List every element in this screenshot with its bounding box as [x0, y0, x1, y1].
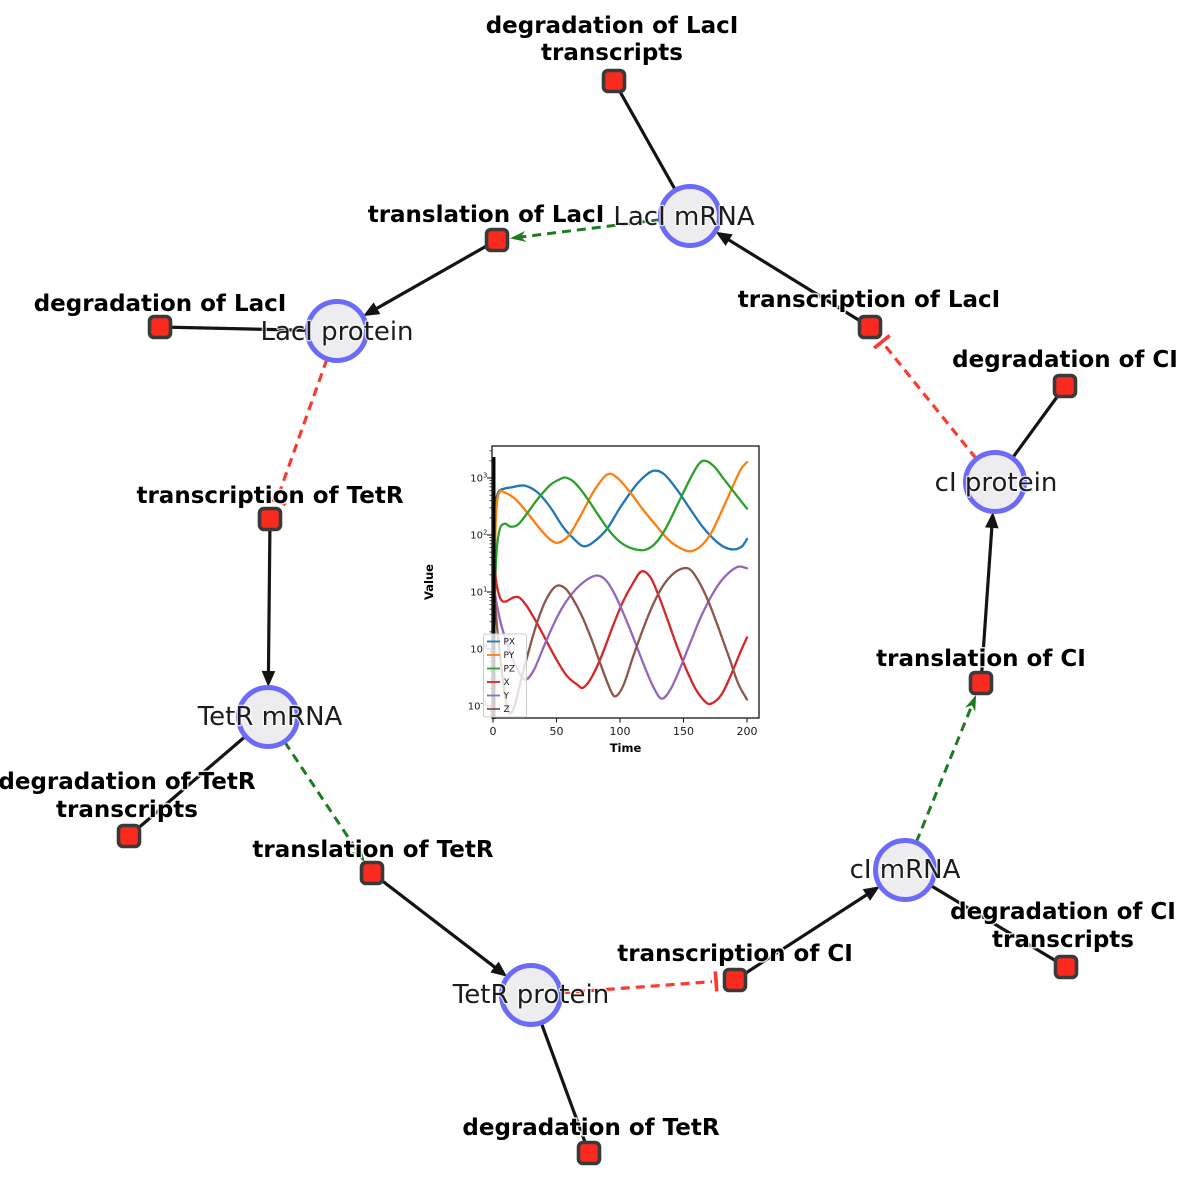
x-tick-label: 200	[737, 725, 758, 738]
species-label-tetr_protein: TetR protein	[452, 980, 609, 1010]
x-tick-label: 150	[673, 725, 694, 738]
legend-label-Z: Z	[504, 705, 510, 715]
curves	[492, 459, 749, 715]
edge-product	[979, 524, 994, 684]
reaction-label-deg_laci_tx: transcripts	[541, 40, 683, 66]
species-label-laci_mrna: LacI mRNA	[613, 202, 754, 232]
label-layer: LacI mRNA LacI protein TetR mRNA TetR prote…	[0, 12, 1179, 1143]
edge-modifier	[266, 716, 360, 854]
edge-modifier	[520, 214, 691, 239]
legend-label-PX: PX	[504, 638, 516, 648]
inhibition-tee	[266, 496, 287, 507]
series-X	[492, 546, 749, 706]
legend-label-X: X	[504, 678, 510, 688]
series-PZ	[493, 459, 749, 623]
reaction-label-deg_tetr: degradation of TetR	[462, 1115, 719, 1141]
species-node-laci_mrna	[658, 184, 722, 248]
edge-product	[373, 238, 498, 312]
reaction-label-tc_tetr: transcription of TetR	[136, 483, 403, 509]
reaction-node-deg_ci	[1052, 373, 1078, 399]
reaction-label-deg_tetr_tx: transcripts	[56, 797, 198, 823]
series-PX	[493, 469, 749, 551]
reaction-label-deg_ci_tx: degradation of CI	[950, 899, 1176, 925]
modifier-arrowhead	[964, 695, 977, 712]
reaction-label-deg_laci_tx: degradation of LacI	[486, 13, 739, 39]
species-label-laci_protein: LacI protein	[260, 317, 413, 347]
reaction-label-deg_tetr_tx: degradation of TetR	[0, 769, 256, 795]
y-tick-label: 103	[470, 472, 487, 485]
reaction-label-tl_laci: translation of LacI	[368, 202, 605, 228]
node-layer	[116, 68, 1079, 1166]
inset-chart: 10310210110010-1050100150200TimeValuePXP…	[422, 445, 760, 755]
edge-product	[371, 871, 498, 971]
species-label-ci_protein: cI protein	[935, 468, 1058, 498]
reaction-label-deg_ci: degradation of CI	[952, 347, 1178, 373]
plot-spines	[491, 445, 760, 719]
reaction-label-tc_ci: transcription of CI	[617, 941, 853, 967]
inhibition-tee	[713, 971, 719, 992]
modifier-arrowhead	[351, 845, 365, 863]
reaction-node-tl_ci	[968, 670, 994, 696]
x-tick-label: 100	[610, 725, 631, 738]
arrowhead	[985, 511, 999, 529]
reaction-node-deg_laci_tx	[601, 68, 627, 94]
y-tick-label: 101	[470, 586, 487, 599]
legend-label-PY: PY	[504, 651, 515, 661]
arrowhead	[261, 670, 276, 688]
legend-label-PZ: PZ	[504, 665, 516, 675]
legend-label-Y: Y	[503, 692, 510, 702]
arrowhead	[363, 302, 381, 317]
y-tick-label: 102	[470, 529, 487, 542]
species-label-tetr_mrna: TetR mRNA	[197, 702, 343, 732]
reaction-label-deg_ci_tx: transcripts	[992, 927, 1134, 953]
series-PY	[493, 460, 749, 576]
species-node-laci_protein	[305, 299, 369, 363]
reaction-node-tl_tetr	[359, 860, 385, 886]
edge-product	[725, 237, 871, 329]
edge-layer	[127, 80, 1067, 1154]
y-axis-label: Value	[422, 564, 436, 600]
reaction-label-tl_tetr: translation of TetR	[252, 837, 493, 863]
reaction-node-tl_laci	[484, 227, 510, 253]
arrowhead	[715, 231, 733, 246]
arrowhead	[862, 886, 880, 901]
edge-product	[266, 518, 272, 675]
reaction-node-deg_tetr_tx	[116, 823, 142, 849]
reaction-label-tc_laci: transcription of LacI	[738, 287, 1001, 313]
species-node-ci_protein	[963, 450, 1027, 514]
reaction-node-deg_tetr	[576, 1140, 602, 1166]
reaction-node-tc_laci	[857, 314, 883, 340]
reaction-node-tc_ci	[722, 967, 748, 993]
edge-product	[734, 892, 870, 982]
inhibition-tee	[873, 334, 891, 350]
x-tick-label: 0	[490, 725, 497, 738]
species-node-tetr_mrna	[236, 685, 300, 749]
reaction-label-tl_ci: translation of CI	[876, 646, 1086, 672]
arrowhead	[490, 961, 508, 977]
modifier-arrowhead	[509, 230, 527, 242]
x-tick-label: 50	[550, 725, 564, 738]
reaction-node-deg_ci_tx	[1053, 954, 1079, 980]
legend: PX PY PZ XYZ	[483, 633, 527, 718]
species-label-ci_mrna: cI mRNA	[850, 855, 961, 885]
species-node-ci_mrna	[873, 838, 937, 902]
reaction-node-deg_laci	[147, 314, 173, 340]
reaction-node-tc_tetr	[257, 506, 283, 532]
species-node-tetr_protein	[499, 963, 563, 1027]
reaction-label-deg_laci: degradation of LacI	[34, 291, 287, 317]
x-axis-label: Time	[610, 741, 642, 755]
